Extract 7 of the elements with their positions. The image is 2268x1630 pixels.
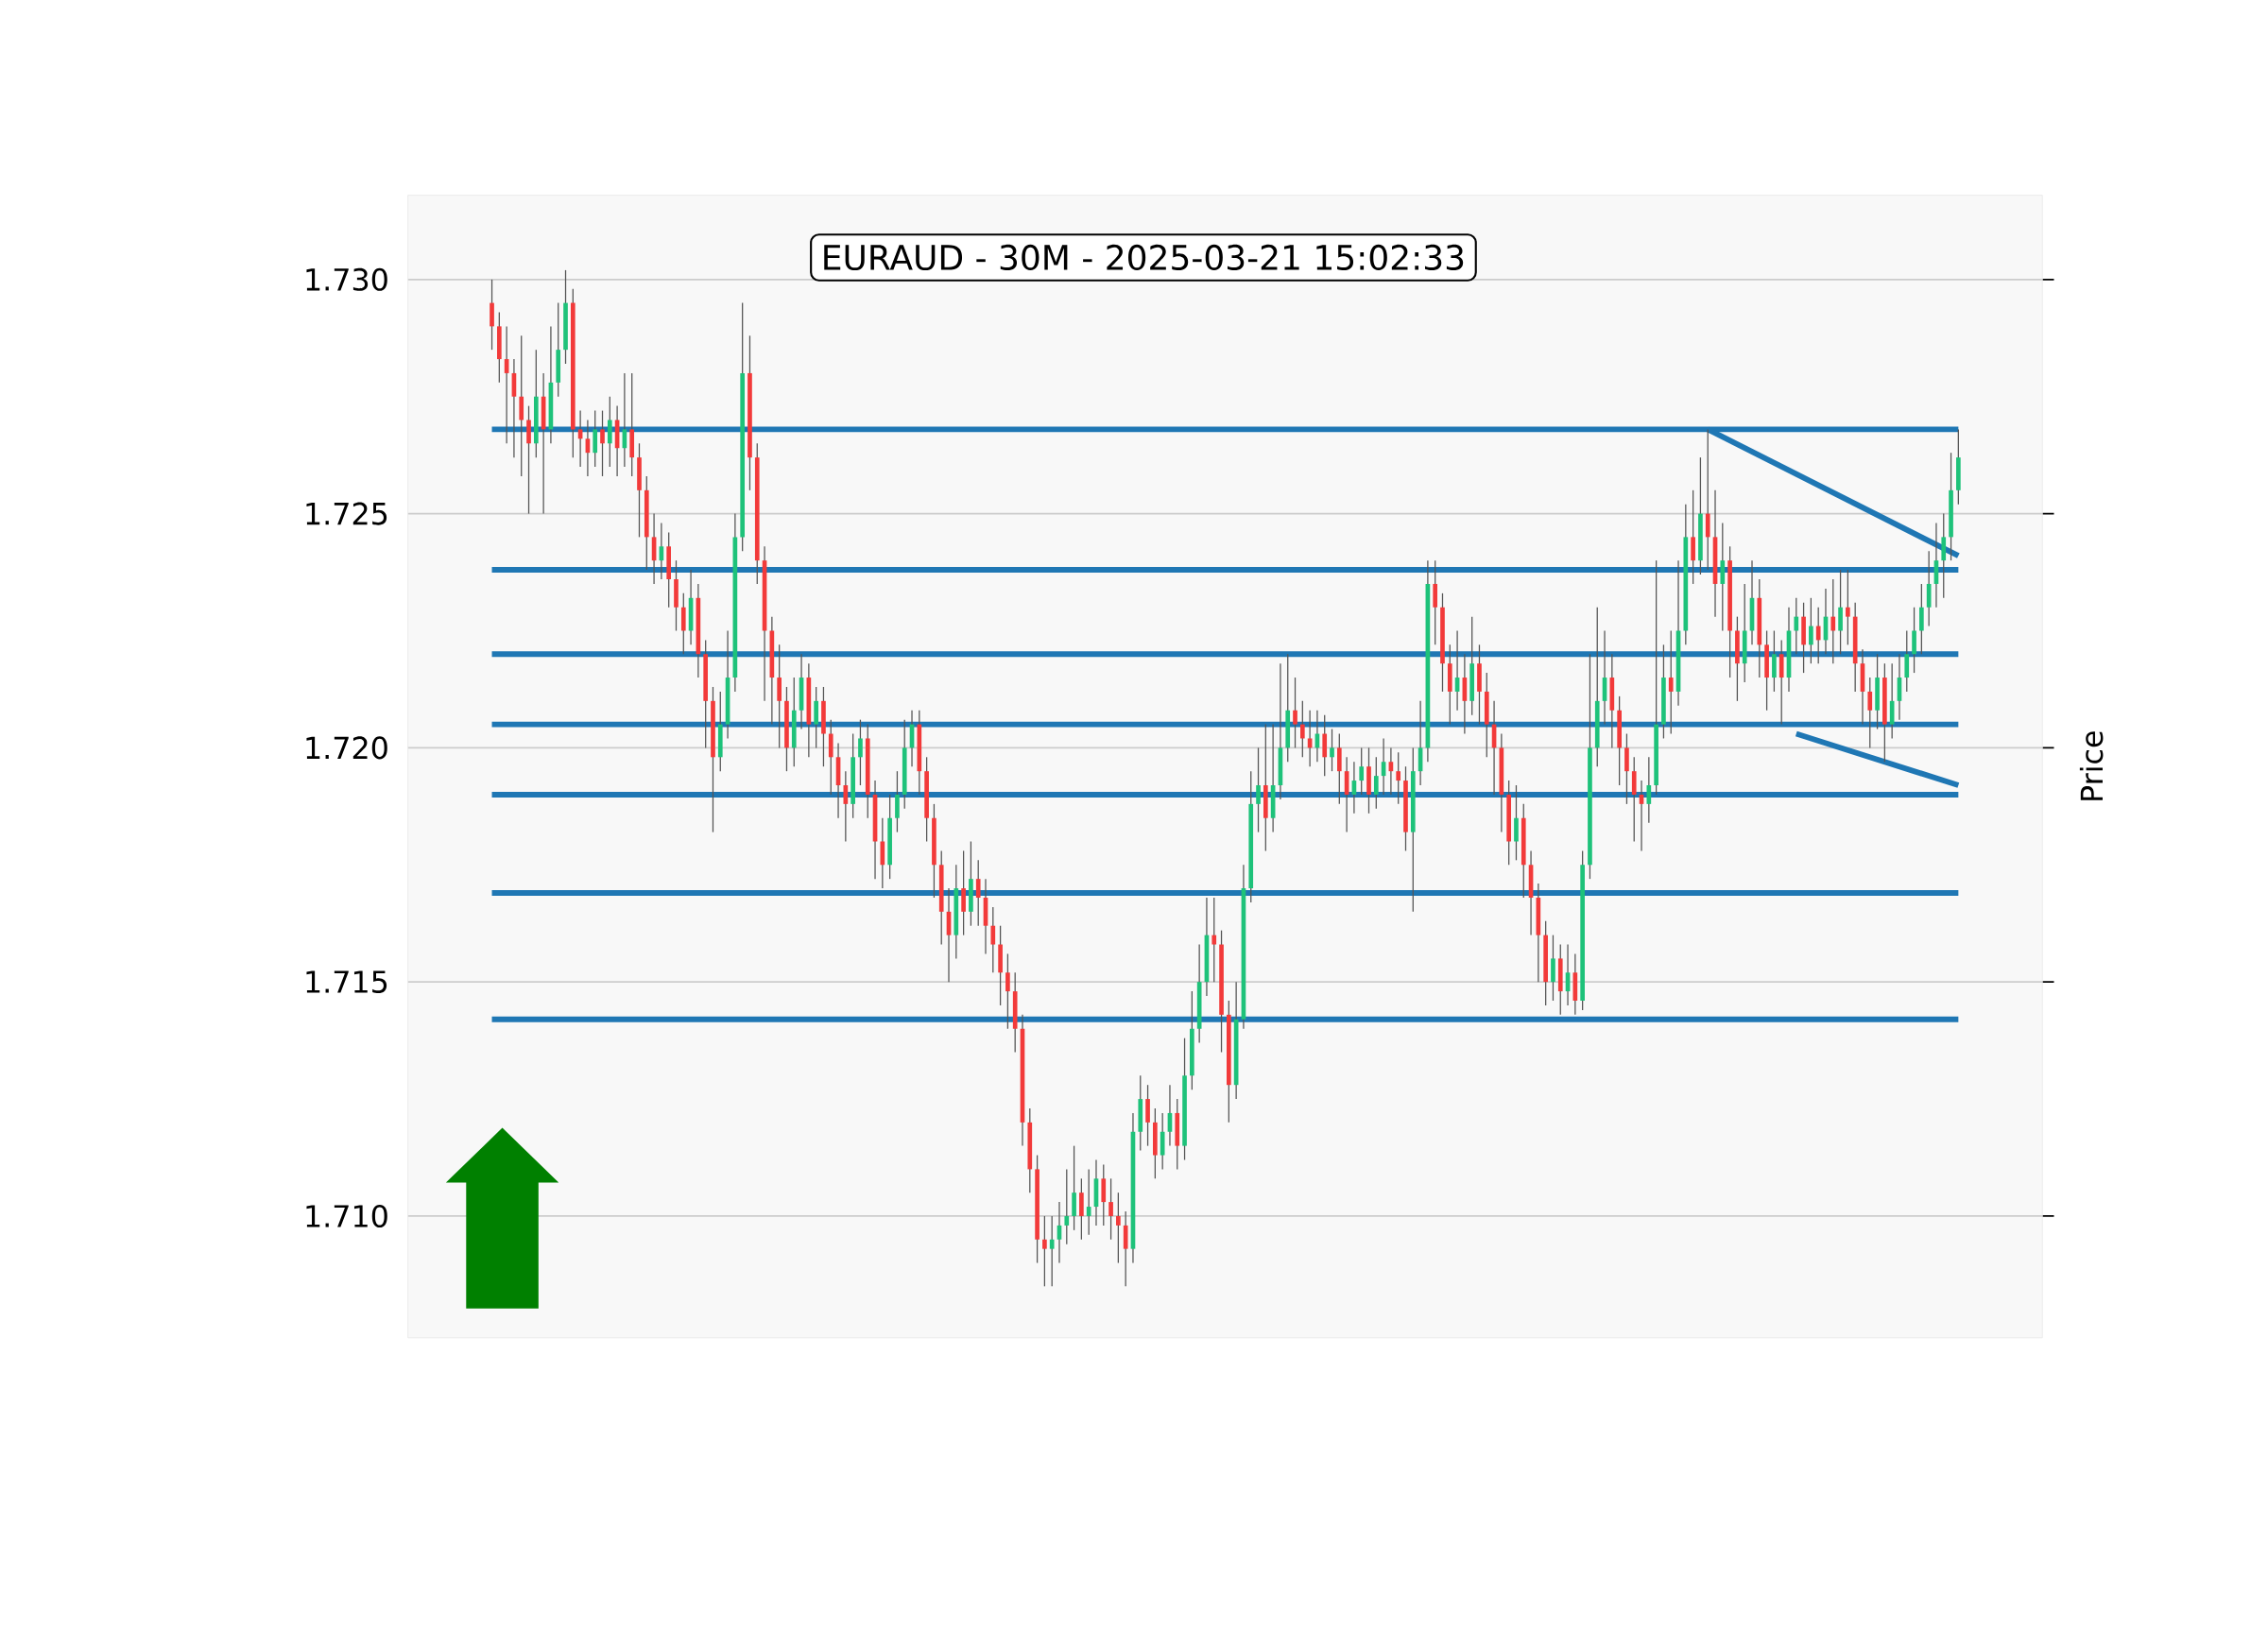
y-tick-label: 1.730 [306,267,387,291]
y-tick-label: 1.725 [306,502,387,525]
y-tick-label: 1.720 [306,736,387,760]
y-tick-label: 1.715 [306,970,387,993]
y-tick-label: 1.710 [306,1204,387,1227]
text: EURAUD - 30M - 2025-03-21 15:02:33 [824,244,1464,271]
y-axis-title: Price [2079,731,2104,800]
